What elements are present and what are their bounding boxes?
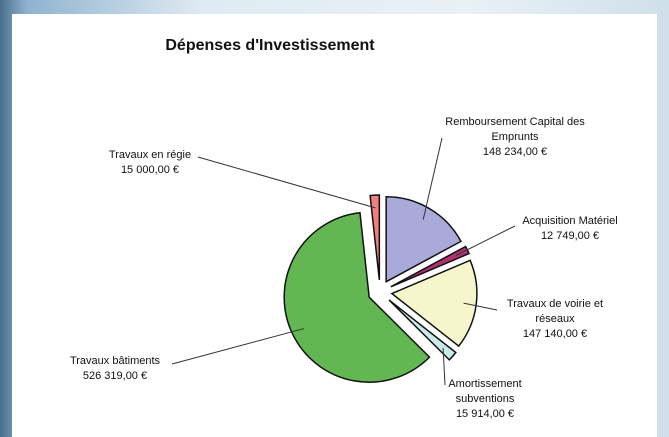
slice-name: Acquisition Matériel — [522, 215, 618, 227]
pie-slice — [369, 194, 381, 281]
leader-line — [463, 302, 498, 311]
slice-name: Amortissement subventions — [448, 378, 522, 405]
slice-value: 147 140,00 € — [522, 328, 588, 340]
slice-value: 148 234,00 € — [482, 146, 548, 158]
slice-label: Acquisition Matériel 12 749,00 € — [515, 214, 625, 244]
slice-value: 526 319,00 € — [82, 370, 148, 382]
slice-label: Remboursement Capital des Emprunts 148 23… — [440, 115, 590, 160]
slice-value: 15 914,00 € — [455, 408, 515, 420]
slice-value: 15 000,00 € — [120, 164, 180, 176]
slice-label: Travaux en régie 15 000,00 € — [95, 148, 205, 178]
slice-label: Amortissement subventions 15 914,00 € — [430, 377, 540, 422]
pie-slice — [385, 195, 462, 283]
slice-name: Travaux de voirie et réseaux — [506, 298, 604, 325]
leader-line — [197, 156, 376, 209]
slice-name: Travaux bâtiments — [69, 355, 161, 367]
slice-value: 12 749,00 € — [540, 230, 600, 242]
leader-line — [455, 225, 516, 256]
leader-line — [442, 347, 446, 386]
slice-name: Remboursement Capital des Emprunts — [445, 116, 585, 143]
leader-line — [171, 328, 305, 365]
pie-slice — [283, 211, 431, 383]
chart-title: Dépenses d'Investissement — [165, 37, 375, 54]
pie-slice — [390, 259, 478, 348]
slice-label: Travaux bâtiments 526 319,00 € — [55, 354, 175, 384]
pie-slice — [388, 299, 457, 361]
leader-line — [422, 137, 443, 220]
slice-name: Travaux en régie — [108, 149, 192, 161]
slice-label: Travaux de voirie et réseaux 147 140,00 € — [495, 297, 615, 342]
